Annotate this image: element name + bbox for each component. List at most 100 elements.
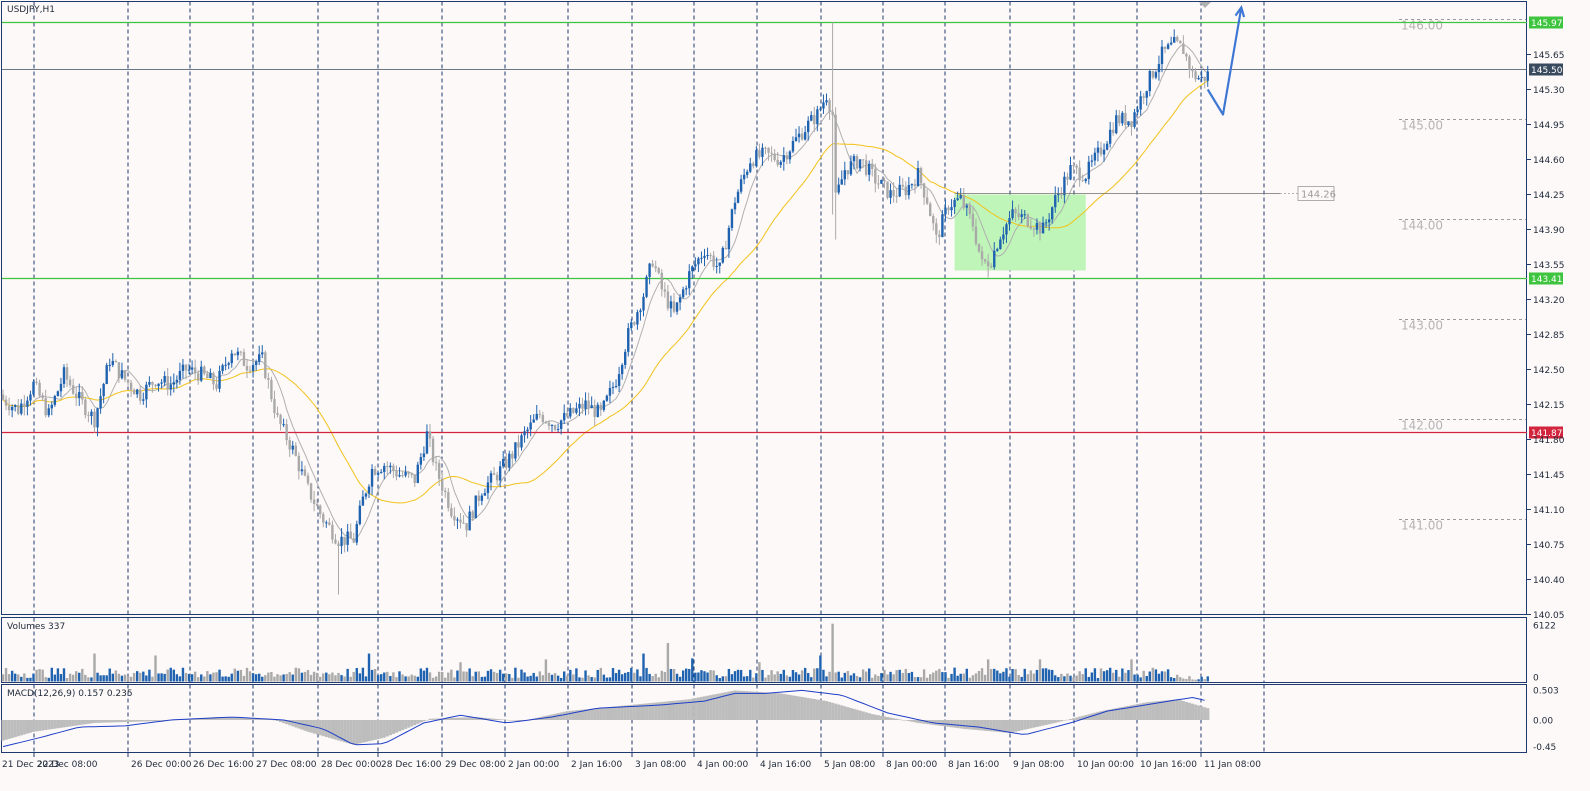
macd-hist-bar xyxy=(59,719,63,728)
volume-bar xyxy=(392,672,395,682)
round-level-lines: 146.00 145.00 144.00 143.00 142.00 141.00 xyxy=(1399,19,1526,533)
macd-hist-bar xyxy=(559,712,563,720)
candle-body xyxy=(242,352,246,366)
volume-bar xyxy=(633,672,636,682)
round-level-label: 141.00 xyxy=(1401,519,1443,533)
price-tick-label: 144.25 xyxy=(1533,191,1565,201)
volume-bar xyxy=(218,669,221,682)
volume-bar xyxy=(941,672,944,682)
macd-hist-bar xyxy=(376,719,380,740)
volume-bar xyxy=(450,669,453,682)
volume-bar xyxy=(340,675,343,682)
volume-bar xyxy=(431,677,435,682)
macd-hist-bar xyxy=(129,719,133,722)
macd-hist-bar xyxy=(401,719,405,731)
macd-hist-bar xyxy=(623,705,627,720)
volume-bar xyxy=(828,671,831,682)
macd-hist-bar xyxy=(251,718,255,720)
candle-body xyxy=(797,133,801,138)
volume-bar xyxy=(291,674,294,682)
candle-body xyxy=(279,414,282,425)
volume-bar xyxy=(355,668,358,682)
macd-hist-bar xyxy=(1200,706,1204,720)
volumes-pane[interactable] xyxy=(1,617,1527,683)
macd-hist-bar xyxy=(1178,700,1182,720)
candle-body xyxy=(44,398,47,416)
macd-tick-label: 0.00 xyxy=(1533,716,1553,726)
macd-hist-bar xyxy=(1035,719,1039,727)
candle-body xyxy=(352,538,355,543)
macd-hist-bar xyxy=(904,719,908,721)
macd-hist-bar xyxy=(895,718,899,720)
macd-hist-bar xyxy=(410,719,414,727)
candle-body xyxy=(248,370,252,372)
macd-hist-bar xyxy=(233,717,237,720)
volume-bar xyxy=(996,670,999,682)
candle-body xyxy=(1023,214,1026,216)
candle-body xyxy=(184,364,188,371)
volume-bar xyxy=(319,676,322,682)
horizontal-levels[interactable]: 145.97 145.50 143.41 141.87 xyxy=(2,16,1563,440)
macd-hist-bar xyxy=(32,719,36,732)
volume-bars xyxy=(1,623,1209,682)
candle-body xyxy=(136,389,139,395)
candle-body xyxy=(1139,96,1142,110)
macd-hist-bar xyxy=(974,719,978,730)
time-tick-label: 21 Dec 2023 xyxy=(2,760,60,770)
price-axis[interactable]: 145.65 145.30 144.95 144.60 144.25 143.90 143.… xyxy=(1527,51,1565,621)
candle-body xyxy=(624,351,627,365)
candle-body xyxy=(380,471,383,473)
candle-body xyxy=(999,239,1002,250)
macd-hist-bar xyxy=(1136,704,1140,720)
macd-hist-bar xyxy=(992,719,996,732)
candle-body xyxy=(1133,112,1136,127)
macd-hist-bar xyxy=(120,719,124,723)
shift-marker-icon[interactable] xyxy=(1199,2,1211,8)
candle-body xyxy=(602,400,606,410)
candle-body xyxy=(1182,43,1185,54)
macd-hist-bar xyxy=(721,692,725,720)
volume-bar xyxy=(739,669,743,682)
macd-hist-bar xyxy=(83,719,87,725)
candle-body xyxy=(532,419,535,423)
volume-bar xyxy=(108,668,111,682)
volume-bar xyxy=(32,673,35,682)
macd-hist-bar xyxy=(733,690,737,720)
macd-hist-bar xyxy=(382,719,386,738)
candle-body xyxy=(1014,209,1017,214)
volume-bar xyxy=(1023,668,1026,682)
time-tick-label: 11 Jan 08:00 xyxy=(1204,760,1261,770)
candle-body xyxy=(1124,112,1127,126)
volume-bar xyxy=(517,677,520,682)
volume-bar xyxy=(367,653,371,682)
candle-body xyxy=(868,163,871,175)
candle-body xyxy=(239,351,243,353)
price-pane[interactable] xyxy=(1,1,1527,615)
volume-bar xyxy=(1166,669,1170,682)
macd-hist-bar xyxy=(89,719,94,724)
price-tick-label: 140.75 xyxy=(1533,541,1565,551)
macd-hist-bar xyxy=(471,717,475,720)
volume-bar xyxy=(520,669,523,682)
candle-body xyxy=(1108,129,1112,144)
volume-bar xyxy=(346,668,349,682)
candle-body xyxy=(535,413,538,420)
volume-bar xyxy=(825,676,828,682)
macd-hist-bar xyxy=(257,718,261,720)
macd-hist-bar xyxy=(681,699,685,720)
macd-hist-bar xyxy=(654,702,658,720)
macd-hist-bar xyxy=(635,704,639,720)
macd-hist-bar xyxy=(1126,705,1131,720)
volume-bar xyxy=(1142,670,1145,682)
volume-bar xyxy=(233,668,236,682)
volume-bar xyxy=(38,669,41,682)
marked-level-label: 144.26 xyxy=(1301,190,1336,201)
candle-body xyxy=(986,261,990,267)
candle-body xyxy=(764,147,767,149)
macd-hist-bar xyxy=(898,719,902,720)
macd-hist-bar xyxy=(425,719,429,721)
volume-bar xyxy=(505,673,508,682)
macd-hist-bar xyxy=(803,697,807,720)
